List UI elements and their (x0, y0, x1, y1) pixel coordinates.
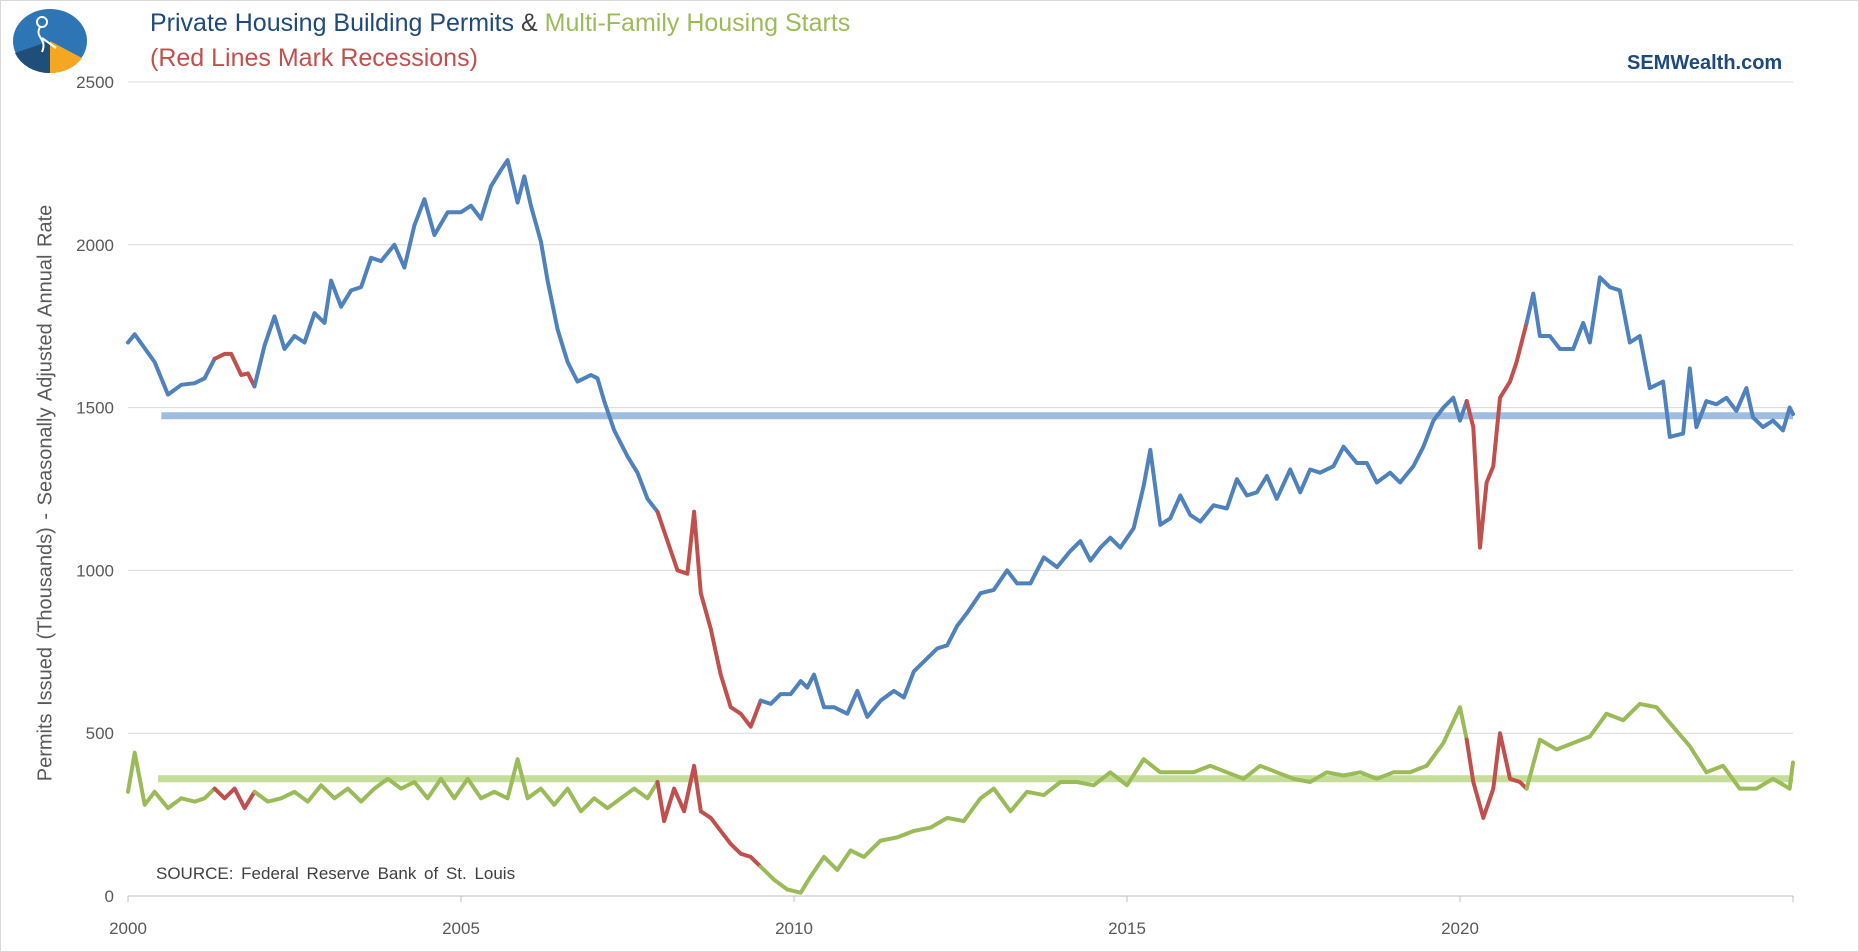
permits-series-recession-segment (655, 509, 763, 729)
y-tick-label: 1500 (76, 399, 114, 418)
multifamily-series-recession-segment (1464, 731, 1529, 820)
permits-series-line (758, 395, 1469, 719)
y-tick-label: 0 (105, 887, 114, 906)
x-tick-label: 2005 (442, 919, 480, 938)
y-tick-label: 2500 (76, 73, 114, 92)
brand-watermark: SEMWealth.com (1627, 52, 1783, 74)
title-multifamily: Multi-Family Housing Starts (544, 9, 851, 37)
chart-title: Private Housing Building Permits & Multi… (150, 9, 850, 38)
source-note: SOURCE: Federal Reserve Bank of St. Loui… (156, 864, 516, 883)
chart-subtitle: (Red Lines Mark Recessions) (150, 44, 478, 72)
x-tick-label: 2020 (1441, 919, 1479, 938)
x-tick-label: 2010 (775, 919, 813, 938)
multifamily-series-line (252, 757, 660, 814)
title-permits: Private Housing Building Permits (150, 9, 515, 37)
multifamily-series-line (126, 750, 217, 811)
x-tick-label: 2000 (109, 919, 147, 938)
x-tick-label: 2015 (1108, 919, 1146, 938)
title-ampersand: & (521, 9, 538, 37)
y-tick-label: 500 (86, 724, 114, 743)
multifamily-series-recession-segment (212, 786, 257, 811)
multifamily-series-line (758, 705, 1469, 895)
permits-series-recession-segment (212, 351, 257, 389)
multifamily-series-recession-segment (655, 763, 763, 869)
permits-series-recession-segment (1464, 320, 1529, 550)
multifamily-series-line (1524, 701, 1795, 791)
y-tick-label: 2000 (76, 236, 114, 255)
permits-series-line (252, 158, 660, 514)
semwealth-logo (13, 9, 87, 74)
permits-series-line (1524, 275, 1795, 439)
permits-series-line (126, 332, 217, 397)
y-tick-label: 1000 (76, 561, 114, 580)
